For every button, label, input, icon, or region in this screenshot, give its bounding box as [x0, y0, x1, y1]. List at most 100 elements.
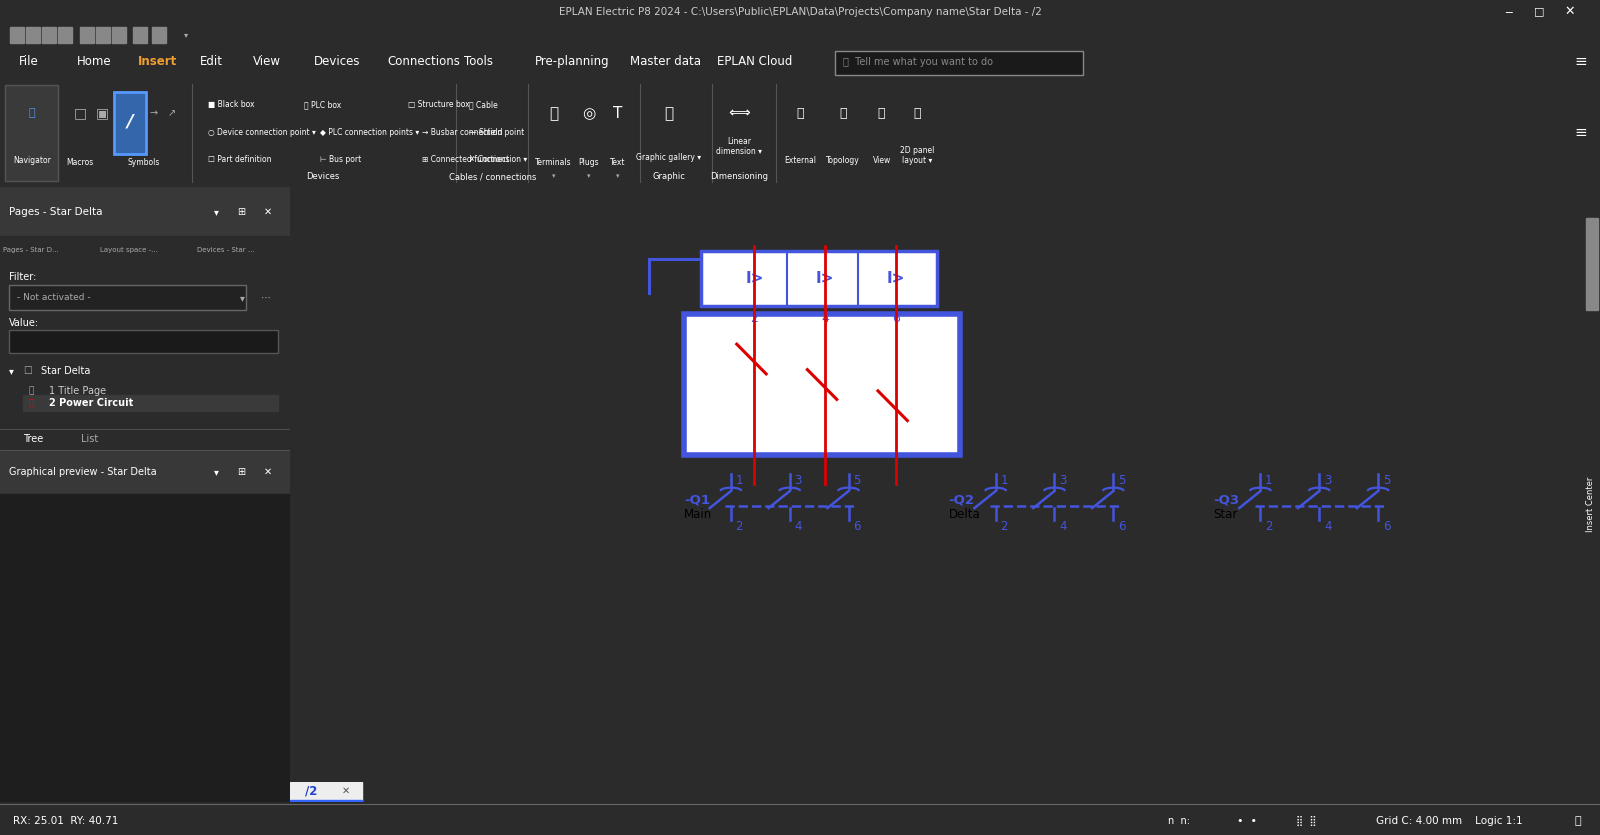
Text: Graphic: Graphic: [653, 173, 685, 181]
Text: ✕: ✕: [342, 787, 350, 797]
Text: 6: 6: [891, 312, 899, 325]
Text: View: View: [872, 156, 891, 165]
Text: ▾: ▾: [587, 174, 590, 180]
Text: 2: 2: [736, 520, 742, 534]
Bar: [683, 315, 960, 454]
Text: -Q2: -Q2: [949, 493, 974, 506]
Text: 3: 3: [1059, 473, 1067, 487]
Text: /2: /2: [306, 785, 318, 797]
Text: -Q1: -Q1: [683, 493, 710, 506]
Bar: [0, 494, 290, 802]
Text: Symbols: Symbols: [128, 159, 160, 167]
Text: ⋯: ⋯: [261, 292, 270, 302]
Bar: [8, 330, 278, 353]
Bar: [0, 236, 290, 264]
Text: ⊞: ⊞: [237, 468, 245, 477]
Text: Text: Text: [610, 159, 626, 167]
Text: 2: 2: [1000, 520, 1008, 534]
Text: Cables / connections: Cables / connections: [450, 173, 536, 181]
Bar: [8, 286, 246, 310]
Text: ▾: ▾: [552, 174, 555, 180]
Text: 3: 3: [795, 473, 802, 487]
Text: ✕: ✕: [264, 468, 272, 477]
Text: 2: 2: [750, 312, 758, 325]
Bar: [152, 27, 166, 43]
Text: 1: 1: [736, 473, 742, 487]
Text: ─: ─: [1506, 7, 1512, 17]
Text: 1: 1: [1266, 473, 1272, 487]
Text: ▾: ▾: [214, 468, 219, 477]
Text: ≡: ≡: [1574, 54, 1587, 69]
Bar: [96, 27, 110, 43]
Bar: [80, 27, 94, 43]
Text: Edit: Edit: [200, 55, 222, 68]
Text: Filter:: Filter:: [8, 272, 37, 282]
Text: ◆ PLC connection points ▾: ◆ PLC connection points ▾: [320, 129, 419, 137]
Text: ▾: ▾: [184, 31, 189, 39]
Text: Insert Center: Insert Center: [1586, 477, 1595, 532]
Text: 🔍  Tell me what you want to do: 🔍 Tell me what you want to do: [843, 57, 994, 67]
Text: EPLAN Cloud: EPLAN Cloud: [717, 55, 792, 68]
Text: Macros: Macros: [66, 159, 94, 167]
Text: I>: I>: [886, 271, 906, 286]
Text: Pages - Star Delta: Pages - Star Delta: [8, 206, 102, 216]
Text: 4: 4: [821, 312, 829, 325]
Text: - Not activated -: - Not activated -: [18, 293, 91, 302]
Text: View: View: [253, 55, 282, 68]
Text: Insert: Insert: [138, 55, 178, 68]
Bar: [26, 27, 40, 43]
Text: □: □: [1534, 7, 1544, 17]
Text: I>: I>: [816, 271, 834, 286]
Text: ▾: ▾: [8, 367, 13, 377]
Text: 2 Power Circuit: 2 Power Circuit: [50, 397, 133, 407]
Text: ⬛: ⬛: [840, 107, 846, 119]
Text: •  •: • •: [1237, 816, 1258, 826]
Text: Pre-planning: Pre-planning: [534, 55, 610, 68]
Text: ⬛: ⬛: [664, 106, 674, 121]
Bar: [0, 187, 290, 236]
Text: ▾: ▾: [240, 292, 245, 302]
Text: Delta: Delta: [949, 509, 981, 521]
Text: 2D panel
layout ▾: 2D panel layout ▾: [899, 146, 934, 165]
Text: ▾: ▾: [616, 174, 619, 180]
Text: 5: 5: [1118, 473, 1125, 487]
Text: -Q3: -Q3: [1213, 493, 1240, 506]
Text: Star: Star: [1213, 509, 1238, 521]
Bar: [0, 450, 290, 494]
Text: →: →: [149, 109, 158, 119]
Text: ⬛: ⬛: [878, 107, 885, 119]
Text: ☐: ☐: [22, 367, 32, 377]
Text: Dimensioning: Dimensioning: [710, 173, 768, 181]
Text: ⬛: ⬛: [29, 109, 35, 119]
Bar: [290, 800, 362, 802]
Text: External: External: [784, 156, 816, 165]
Text: Layout space -...: Layout space -...: [99, 247, 158, 253]
Text: Home: Home: [77, 55, 112, 68]
Text: 3: 3: [1323, 473, 1331, 487]
Text: ⣿  ⣿: ⣿ ⣿: [1296, 816, 1317, 826]
Text: ✕: ✕: [264, 206, 272, 216]
Text: /: /: [126, 113, 133, 131]
Text: ▾: ▾: [214, 206, 219, 216]
Text: □: □: [74, 106, 86, 120]
Text: 📄: 📄: [29, 387, 34, 396]
Bar: [114, 92, 146, 154]
Text: I>: I>: [746, 271, 763, 286]
Text: ⊞ Connected functions: ⊞ Connected functions: [422, 155, 510, 164]
Text: 🔍: 🔍: [1574, 816, 1581, 826]
Text: ⬛: ⬛: [914, 107, 920, 119]
Text: Tools: Tools: [464, 55, 493, 68]
Text: ⬛: ⬛: [549, 106, 558, 121]
Text: ⟺: ⟺: [728, 106, 750, 121]
Bar: [701, 250, 938, 306]
Text: 6: 6: [853, 520, 861, 534]
Text: ○ Device connection point ▾: ○ Device connection point ▾: [208, 129, 315, 137]
Text: Tree: Tree: [22, 434, 43, 444]
Text: Connections: Connections: [387, 55, 461, 68]
Text: ◎: ◎: [582, 106, 595, 121]
Text: Navigator: Navigator: [13, 156, 51, 165]
Text: Value:: Value:: [8, 318, 38, 328]
Text: ⊢ Bus port: ⊢ Bus port: [320, 155, 362, 164]
Text: 4: 4: [1323, 520, 1331, 534]
Text: EPLAN Electric P8 2024 - C:\Users\Public\EPLAN\Data\Projects\Company name\Star D: EPLAN Electric P8 2024 - C:\Users\Public…: [558, 7, 1042, 17]
